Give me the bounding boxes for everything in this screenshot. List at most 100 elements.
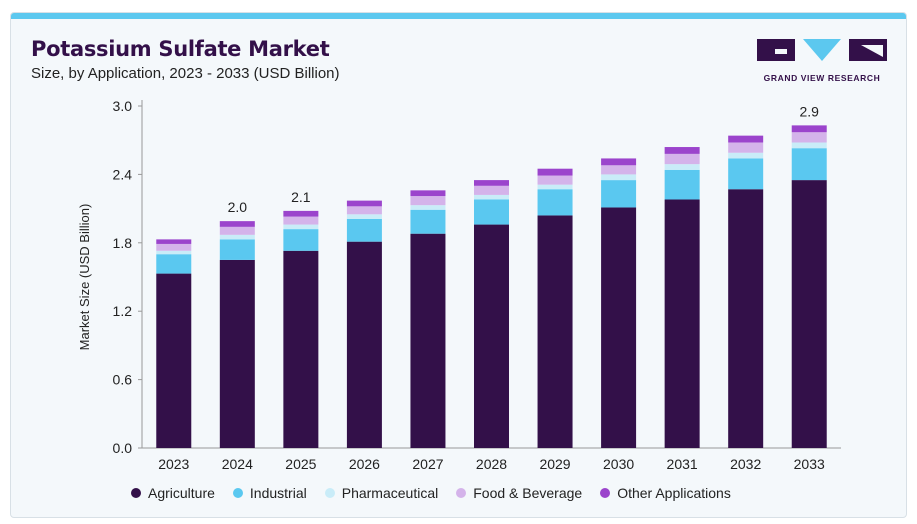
bar-segment-industrial [601,180,637,208]
bar-segment-industrial [791,148,827,181]
bar-segment-agriculture [474,224,509,448]
legend-label: Industrial [249,485,307,501]
legend-item: Other Applications [600,485,731,501]
legend-item: Agriculture [131,485,215,501]
bar-segment-industrial [283,229,319,251]
data-label-total: 2.0 [228,199,248,215]
bar-segment-industrial [537,189,573,216]
bar-segment-industrial [474,199,509,225]
chart-subtitle: Size, by Application, 2023 - 2033 (USD B… [31,65,340,82]
bar-segment-other-applications [283,210,319,217]
bar-segment-other-applications [219,221,255,227]
y-tick-label: 0.6 [113,372,133,388]
legend-swatch-icon [131,488,141,498]
data-label-total: 2.9 [799,103,819,119]
bar-segment-food-beverage [346,206,382,215]
legend-label: Food & Beverage [473,485,583,501]
logo-text: GRAND VIEW RESEARCH [763,73,881,83]
brand-logo: GRAND VIEW RESEARCH [757,37,887,87]
y-tick-label: 3.0 [113,98,133,114]
bar-segment-agriculture [283,250,319,448]
bar-segment-pharmaceutical [410,205,446,210]
bar-segment-food-beverage [474,185,509,195]
legend-label: Other Applications [617,485,731,501]
legend-label: Pharmaceutical [341,485,439,501]
accent-bar [11,13,906,19]
bar-segment-other-applications [474,180,509,186]
stacked-bar-chart: 0.0 0.6 1.2 1.8 2.4 3.0 Market Size (USD Billi… [77,98,841,472]
y-tick-label: 1.8 [113,235,133,251]
x-tick-label: 2030 [603,456,634,472]
bar-segment-industrial [156,254,192,274]
bar-segment-pharmaceutical [664,164,700,170]
bar-segment-pharmaceutical [156,250,192,255]
x-tick-label: 2024 [222,456,253,472]
x-tick-label: 2025 [285,456,316,472]
x-tick-label: 2032 [730,456,761,472]
x-tick-label: 2029 [539,456,570,472]
bar-segment-food-beverage [537,175,573,185]
bar-segment-food-beverage [791,132,827,143]
bar-segment-other-applications [156,239,192,244]
x-tick-label: 2031 [667,456,698,472]
bar-segment-food-beverage [219,226,255,235]
bar-segment-agriculture [601,207,637,448]
bar-segment-agriculture [346,241,382,448]
chart-title: Potassium Sulfate Market [31,37,330,61]
bar-segment-pharmaceutical [283,224,319,230]
bar-segment-agriculture [664,199,700,448]
y-axis-label: Market Size (USD Billion) [77,204,92,351]
bar-segment-food-beverage [283,216,319,225]
legend-label: Agriculture [148,485,215,501]
x-tick-label: 2028 [476,456,507,472]
y-tick-label: 2.4 [113,166,133,182]
bar-segment-agriculture [791,180,827,448]
bar-segment-other-applications [346,200,382,207]
data-label-total: 2.1 [291,189,311,205]
bar-segment-agriculture [410,233,446,448]
bar-segment-food-beverage [664,153,700,165]
bar-segment-food-beverage [728,142,764,153]
bar-segment-other-applications [664,147,700,154]
bar-segment-food-beverage [156,243,192,251]
bar-segment-food-beverage [601,165,637,175]
legend-swatch-icon [232,488,243,498]
bar-segment-pharmaceutical [601,174,637,181]
bar-segment-industrial [219,239,255,260]
bar-segment-other-applications [791,125,827,133]
bar-segment-agriculture [728,189,764,448]
bar-segment-food-beverage [410,196,446,206]
bar-segment-pharmaceutical [219,234,255,240]
chart-card: Potassium Sulfate Market Size, by Applic… [10,12,907,518]
bar-segment-other-applications [410,190,446,197]
bar-segment-industrial [664,169,700,200]
bar-segment-pharmaceutical [346,214,382,219]
y-tick-label: 0.0 [113,440,133,456]
legend-swatch-icon [324,488,335,498]
bar-segment-industrial [346,218,382,242]
bar-segment-other-applications [601,158,637,166]
bar-segment-pharmaceutical [537,184,573,190]
legend-swatch-icon [600,488,611,498]
x-tick-label: 2023 [158,456,189,472]
bar-segment-industrial [410,209,446,234]
legend-item: Food & Beverage [456,485,582,501]
bar-segment-agriculture [219,259,255,448]
x-tick-label: 2027 [412,456,443,472]
bar-segment-pharmaceutical [791,142,827,149]
legend-item: Pharmaceutical [324,485,439,501]
chart-legend: Agriculture Industrial Pharmaceutical Food … [131,485,731,501]
bar-segment-pharmaceutical [728,152,764,159]
bar-segment-industrial [728,158,764,190]
bar-segment-agriculture [156,273,192,448]
bar-segment-pharmaceutical [474,194,509,200]
legend-item: Industrial [232,485,307,501]
legend-swatch-icon [456,488,467,498]
y-tick-label: 1.2 [113,303,133,319]
bar-segment-other-applications [728,135,764,143]
bar-segment-agriculture [537,215,573,448]
x-tick-label: 2033 [794,456,825,472]
logo-mark-icon [757,39,887,61]
bar-segment-other-applications [537,168,573,176]
x-tick-label: 2026 [349,456,380,472]
